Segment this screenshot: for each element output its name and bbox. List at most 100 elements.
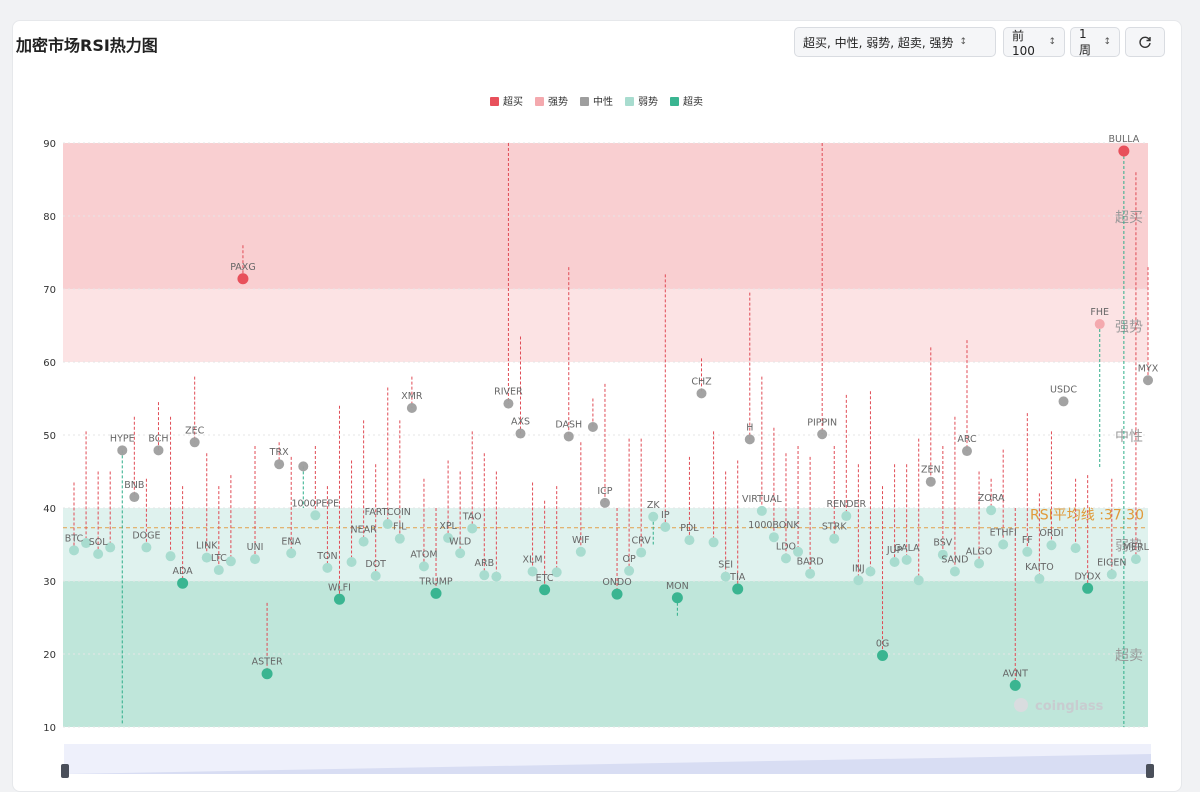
coin-point[interactable] xyxy=(708,537,719,548)
coin-point[interactable] xyxy=(563,431,574,442)
coin-point[interactable] xyxy=(358,536,369,547)
coin-point[interactable] xyxy=(599,497,610,508)
coin-point[interactable] xyxy=(322,562,333,573)
coin-point[interactable] xyxy=(69,545,79,556)
coin-point[interactable] xyxy=(406,402,417,413)
coin-point[interactable] xyxy=(129,492,140,503)
coin-point[interactable] xyxy=(117,445,128,456)
zoom-slider-left-handle[interactable] xyxy=(61,764,69,778)
coin-point[interactable] xyxy=(105,542,116,553)
coin-point[interactable] xyxy=(225,556,236,567)
coin-point[interactable] xyxy=(286,548,297,559)
legend-swatch[interactable] xyxy=(535,97,544,106)
category-filter-select[interactable]: 超买, 中性, 弱势, 超卖, 强势 ↕ xyxy=(794,27,996,57)
coin-point[interactable] xyxy=(479,570,490,581)
coin-point[interactable] xyxy=(841,511,852,522)
coin-point[interactable] xyxy=(250,554,261,565)
legend-label[interactable]: 弱势 xyxy=(638,95,658,108)
coin-point[interactable] xyxy=(503,398,514,409)
coin-point[interactable] xyxy=(189,437,200,448)
coin-point[interactable] xyxy=(346,557,357,568)
coin-point[interactable] xyxy=(1034,573,1045,584)
coin-point[interactable] xyxy=(310,510,321,521)
coin-point[interactable] xyxy=(768,532,779,543)
coin-point[interactable] xyxy=(575,546,586,557)
coin-point[interactable] xyxy=(455,548,466,559)
coin-point[interactable] xyxy=(805,568,816,579)
coin-point[interactable] xyxy=(648,511,659,522)
coin-point[interactable] xyxy=(913,575,924,586)
coin-point[interactable] xyxy=(141,542,152,553)
coin-point[interactable] xyxy=(720,571,731,582)
coin-point[interactable] xyxy=(901,554,912,565)
zoom-slider-right-handle[interactable] xyxy=(1146,764,1154,778)
refresh-button[interactable] xyxy=(1125,27,1165,57)
legend-label[interactable]: 中性 xyxy=(593,95,613,108)
coin-point[interactable] xyxy=(829,533,840,544)
coin-point[interactable] xyxy=(587,421,598,432)
coin-point[interactable] xyxy=(539,584,551,596)
coin-point[interactable] xyxy=(1022,546,1033,557)
coin-point[interactable] xyxy=(877,649,889,661)
coin-point[interactable] xyxy=(611,588,623,600)
coin-point[interactable] xyxy=(491,571,502,582)
legend-swatch[interactable] xyxy=(490,97,499,106)
coin-point[interactable] xyxy=(684,535,695,546)
coin-point[interactable] xyxy=(370,570,381,581)
coin-point[interactable] xyxy=(443,532,454,543)
legend-swatch[interactable] xyxy=(670,97,679,106)
coin-point[interactable] xyxy=(93,548,104,559)
coin-point[interactable] xyxy=(1009,679,1021,691)
coin-point[interactable] xyxy=(1070,543,1081,554)
coin-point[interactable] xyxy=(298,461,309,472)
coin-point[interactable] xyxy=(853,575,864,586)
coin-point[interactable] xyxy=(153,445,164,456)
coin-point[interactable] xyxy=(165,551,176,562)
legend-label[interactable]: 超买 xyxy=(503,95,523,108)
coin-point[interactable] xyxy=(756,505,767,516)
coin-point[interactable] xyxy=(467,523,478,534)
coin-point[interactable] xyxy=(382,519,393,530)
coin-point[interactable] xyxy=(1118,145,1130,157)
coin-point[interactable] xyxy=(671,592,683,604)
coin-point[interactable] xyxy=(261,668,273,680)
coin-point[interactable] xyxy=(418,561,429,572)
coin-point[interactable] xyxy=(527,566,538,577)
coin-point[interactable] xyxy=(1094,319,1105,330)
coin-point[interactable] xyxy=(394,533,405,544)
coin-point[interactable] xyxy=(274,459,285,470)
coin-point[interactable] xyxy=(624,565,635,576)
coin-point[interactable] xyxy=(237,273,249,285)
coin-point[interactable] xyxy=(986,505,997,516)
coin-point[interactable] xyxy=(696,388,707,399)
coin-point[interactable] xyxy=(925,476,936,487)
coin-point[interactable] xyxy=(430,587,442,599)
coin-point[interactable] xyxy=(732,583,744,595)
coin-point[interactable] xyxy=(333,593,345,605)
coin-point[interactable] xyxy=(636,547,647,558)
coin-point[interactable] xyxy=(949,566,960,577)
legend-swatch[interactable] xyxy=(625,97,634,106)
coin-point[interactable] xyxy=(961,446,972,457)
coin-point[interactable] xyxy=(817,429,828,440)
legend-swatch[interactable] xyxy=(580,97,589,106)
coin-point[interactable] xyxy=(937,549,948,560)
legend-label[interactable]: 强势 xyxy=(548,95,568,108)
coin-point[interactable] xyxy=(780,553,791,564)
legend-label[interactable]: 超卖 xyxy=(683,95,703,108)
coin-point[interactable] xyxy=(744,434,755,445)
coin-point[interactable] xyxy=(213,565,224,576)
coin-point[interactable] xyxy=(1106,569,1117,580)
coin-point[interactable] xyxy=(974,558,985,569)
coin-point[interactable] xyxy=(1130,554,1141,565)
coin-point[interactable] xyxy=(1082,582,1094,594)
coin-point[interactable] xyxy=(515,428,526,439)
coin-point[interactable] xyxy=(1058,396,1069,407)
coin-point[interactable] xyxy=(889,557,900,568)
top-n-select[interactable]: 前100 ↕ xyxy=(1003,27,1065,58)
period-select[interactable]: 1周 ↕ xyxy=(1070,27,1120,57)
coin-point[interactable] xyxy=(177,577,189,589)
coin-point[interactable] xyxy=(81,538,92,549)
coin-point[interactable] xyxy=(1046,540,1057,551)
coin-point[interactable] xyxy=(865,566,876,577)
